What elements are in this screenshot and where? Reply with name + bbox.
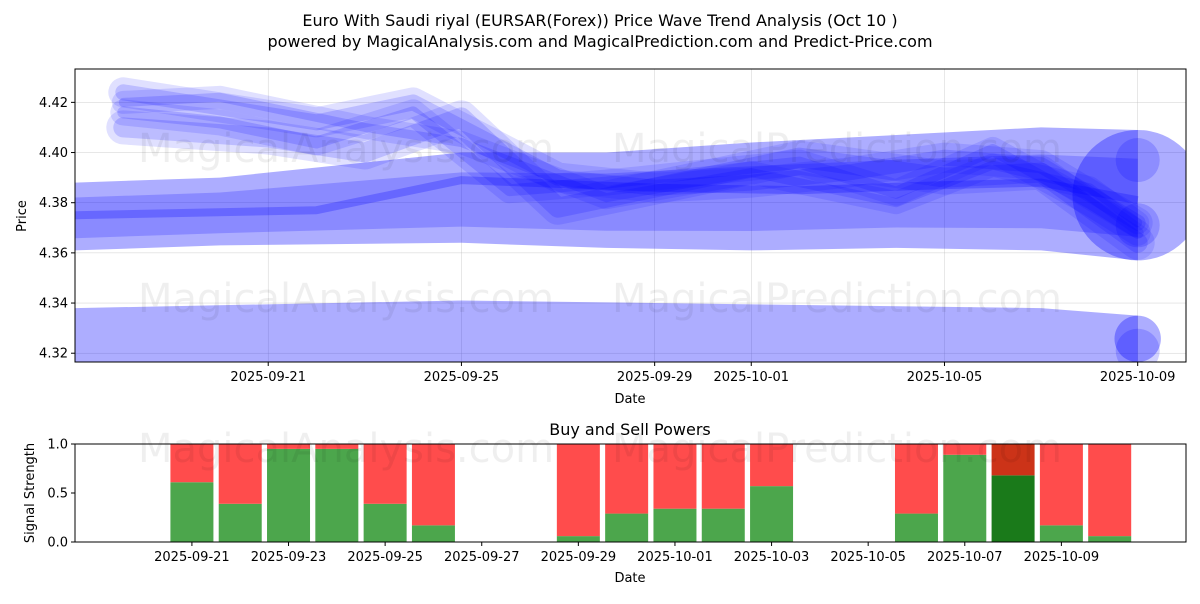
sell-bar-2025-09-25 <box>363 444 407 504</box>
buy-bar-2025-10-08 <box>991 475 1035 542</box>
price-band-core <box>75 154 1138 239</box>
chart-title-line1: Euro With Saudi riyal (EURSAR(Forex)) Pr… <box>302 11 897 30</box>
price-y-tick-label: 4.38 <box>39 196 68 211</box>
price-band-2 <box>75 127 1138 261</box>
sell-bar-2025-10-08 <box>991 444 1035 476</box>
price-y-tick-label: 4.34 <box>39 297 68 312</box>
sell-bar-2025-10-10 <box>1088 444 1132 537</box>
price-x-tick-label: 2025-10-01 <box>713 370 789 385</box>
sell-bar-2025-10-09 <box>1039 444 1083 526</box>
price-x-tick-label: 2025-09-25 <box>424 370 500 385</box>
sell-bar-2025-09-26 <box>411 444 455 526</box>
sell-bar-2025-10-06 <box>894 444 938 514</box>
buy-bar-2025-10-09 <box>1039 525 1083 542</box>
powers-x-tick-label: 2025-10-03 <box>734 550 810 565</box>
sell-bar-2025-09-23 <box>267 444 311 449</box>
sell-bar-2025-10-02 <box>701 444 745 509</box>
price-wave-halo <box>110 99 1151 246</box>
price-band-end-cap <box>1114 315 1161 362</box>
powers-y-axis-label: Signal Strength <box>23 443 38 543</box>
watermark-top-left: MagicalAnalysis.com <box>138 126 554 172</box>
price-x-tick-label: 2025-10-05 <box>907 370 983 385</box>
watermark-bottom-right: MagicalPrediction.com <box>612 426 1062 472</box>
buy-bar-2025-10-01 <box>653 508 697 542</box>
powers-x-tick-label: 2025-10-09 <box>1024 550 1100 565</box>
price-axes-frame <box>74 68 1187 363</box>
price-x-ticks: 2025-09-21 2025-09-25 2025-09-29 2025-10-01… <box>230 362 1175 385</box>
buy-bar-2025-09-26 <box>411 525 455 542</box>
price-y-tick-label: 4.32 <box>39 347 68 362</box>
sell-bar-2025-09-21 <box>170 444 214 483</box>
price-y-ticks: 4.32 4.34 4.36 4.38 4.40 4.42 <box>39 96 75 362</box>
price-trend-line <box>75 176 1139 220</box>
powers-x-tick-label: 2025-09-23 <box>251 550 327 565</box>
powers-x-ticks: 2025-09-21 2025-09-23 2025-09-25 2025-09-27… <box>154 542 1099 565</box>
buy-bar-2025-10-10 <box>1088 536 1132 542</box>
powers-x-axis-label: Date <box>614 571 645 586</box>
buy-bar-2025-10-06 <box>894 513 938 542</box>
price-end-marker <box>1115 328 1160 362</box>
buy-bar-2025-09-30 <box>605 513 649 542</box>
price-band-1 <box>75 300 1138 362</box>
buy-bar-2025-09-29 <box>556 536 600 542</box>
price-end-marker <box>1115 138 1160 183</box>
buy-bar-2025-10-07 <box>943 454 987 542</box>
powers-y-ticks: 0.0 0.5 1.0 <box>47 438 75 551</box>
buy-bar-2025-09-23 <box>267 448 311 542</box>
price-wave-line <box>115 84 1146 231</box>
price-y-tick-label: 4.40 <box>39 146 68 161</box>
powers-x-tick-label: 2025-10-07 <box>927 550 1003 565</box>
powers-x-tick-label: 2025-09-29 <box>541 550 617 565</box>
watermark-mid-left: MagicalAnalysis.com <box>138 276 554 322</box>
buy-bar-2025-10-03 <box>750 486 794 542</box>
price-wave-line <box>118 92 1143 228</box>
price-band-end-cap <box>1072 129 1186 261</box>
powers-y-tick-label: 1.0 <box>47 438 68 453</box>
sell-bar-2025-09-22 <box>218 444 262 504</box>
price-wave-line <box>117 106 1144 239</box>
watermark-top-right: MagicalPrediction.com <box>612 126 1062 172</box>
sell-bar-2025-10-07 <box>943 444 987 455</box>
powers-y-tick-label: 0.5 <box>47 487 68 502</box>
sell-bar-2025-10-03 <box>750 444 794 487</box>
price-y-tick-label: 4.42 <box>39 96 68 111</box>
price-y-axis-label: Price <box>15 200 30 232</box>
buy-bar-2025-09-25 <box>363 503 407 542</box>
powers-plot-area <box>170 444 1132 542</box>
buy-bar-2025-09-21 <box>170 482 214 542</box>
price-wave-halo <box>108 77 1153 238</box>
sell-bar-2025-09-30 <box>605 444 649 514</box>
sell-bar-2025-10-01 <box>653 444 697 509</box>
watermark-mid-right: MagicalPrediction.com <box>612 276 1062 322</box>
price-wave-line <box>113 107 1148 253</box>
powers-x-tick-label: 2025-10-01 <box>637 550 713 565</box>
price-plot-area <box>75 77 1186 362</box>
price-x-axis-label: Date <box>614 392 645 407</box>
price-wave-halo <box>111 85 1150 235</box>
powers-x-tick-label: 2025-09-21 <box>154 550 230 565</box>
sell-bar-2025-09-29 <box>556 444 600 537</box>
price-wave-halo <box>106 100 1155 260</box>
watermark-bottom-left: MagicalAnalysis.com <box>138 426 554 472</box>
price-x-tick-label: 2025-09-29 <box>617 370 693 385</box>
buy-bar-2025-09-22 <box>218 503 262 542</box>
powers-chart-title: Buy and Sell Powers <box>549 420 711 439</box>
price-end-marker <box>1115 203 1160 248</box>
powers-y-tick-label: 0.0 <box>47 536 68 551</box>
powers-x-tick-label: 2025-09-27 <box>444 550 520 565</box>
price-x-tick-label: 2025-09-21 <box>230 370 306 385</box>
buy-bar-2025-09-24 <box>315 448 359 542</box>
powers-x-tick-label: 2025-10-05 <box>830 550 906 565</box>
price-grid <box>75 69 1186 362</box>
chart-title-line2: powered by MagicalAnalysis.com and Magic… <box>267 32 932 51</box>
price-y-tick-label: 4.36 <box>39 246 68 261</box>
price-x-tick-label: 2025-10-09 <box>1100 370 1176 385</box>
sell-bar-2025-09-24 <box>315 444 359 449</box>
powers-x-tick-label: 2025-09-25 <box>347 550 423 565</box>
buy-bar-2025-10-02 <box>701 508 745 542</box>
